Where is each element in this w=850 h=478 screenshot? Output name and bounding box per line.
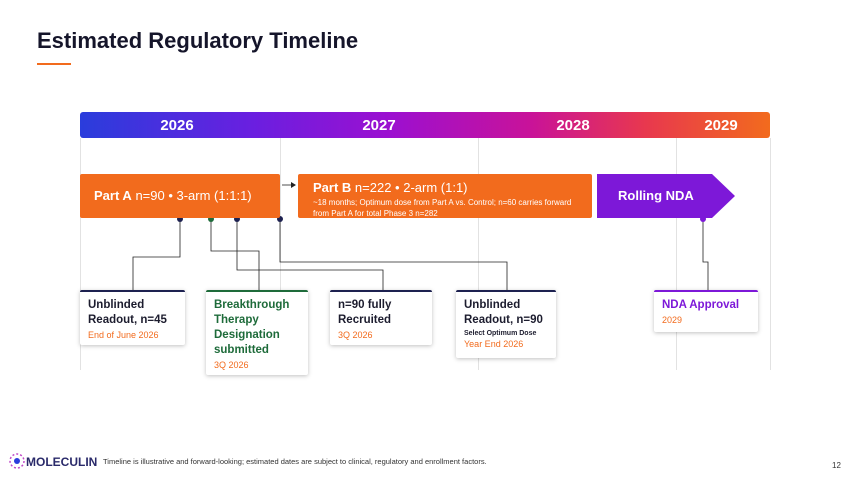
nda-label: Rolling NDA	[618, 188, 694, 203]
milestone-date: End of June 2026	[88, 330, 159, 340]
year: 2028	[556, 117, 590, 134]
leader	[210, 219, 260, 290]
milestone-card: n=90 fully Recruited 3Q 2026	[330, 290, 432, 345]
milestone-card: Unblinded Readout, n=45 End of June 2026	[80, 290, 185, 345]
milestone-title: Unblinded Readout, n=45	[88, 299, 167, 326]
year: 2029	[704, 117, 738, 134]
year: 2027	[362, 117, 396, 134]
nda-arrow	[597, 174, 735, 218]
phase-label: Part A	[94, 188, 132, 203]
logo-icon	[9, 453, 25, 469]
milestone-date: 3Q 2026	[214, 360, 249, 370]
arrow-head	[291, 182, 296, 188]
milestone-card: Unblinded Readout, n=90 Select Optimum D…	[456, 290, 556, 358]
leader-lines	[132, 184, 709, 290]
milestone-date: 2029	[662, 315, 683, 325]
year-bar	[80, 112, 770, 138]
milestone-title: Breakthrough Therapy Designation submitt…	[214, 299, 290, 356]
part-a: Part A n=90 • 3-arm (1:1:1)	[80, 174, 280, 218]
leader	[236, 219, 384, 290]
milestone-subtitle: Select Optimum Dose	[464, 330, 537, 337]
phase-detail: n=90 • 3-arm (1:1:1)	[135, 188, 252, 203]
logo-core	[14, 458, 20, 464]
logo-ring	[9, 453, 25, 469]
title-underline	[37, 63, 71, 65]
milestone-date: 3Q 2026	[338, 330, 373, 340]
phase-label: Part B	[313, 180, 352, 195]
dot	[700, 216, 706, 222]
phase-detail: n=222 • 2-arm (1:1)	[354, 180, 468, 195]
part-b: Part B n=222 • 2-arm (1:1) ~18 months; O…	[298, 174, 592, 218]
title: Estimated Regulatory Timeline	[37, 28, 359, 53]
milestone-date: Year End 2026	[464, 339, 524, 349]
year: 2026	[160, 117, 194, 134]
milestone-title: n=90 fully Recruited	[338, 299, 392, 326]
leader	[702, 219, 709, 290]
disclaimer: Timeline is illustrative and forward-loo…	[103, 457, 487, 466]
milestone-title: Unblinded Readout, n=90	[464, 299, 543, 326]
page-number: 12	[832, 461, 841, 470]
milestone-card: Breakthrough Therapy Designation submitt…	[206, 290, 308, 375]
phase-note: ~18 months; Optimum dose from Part A vs.…	[313, 198, 572, 218]
logo: MOLECULIN	[26, 455, 98, 469]
milestone-card: NDA Approval 2029	[654, 290, 758, 332]
leader	[279, 219, 508, 290]
milestone-title: NDA Approval	[662, 299, 740, 311]
leader	[132, 219, 181, 290]
